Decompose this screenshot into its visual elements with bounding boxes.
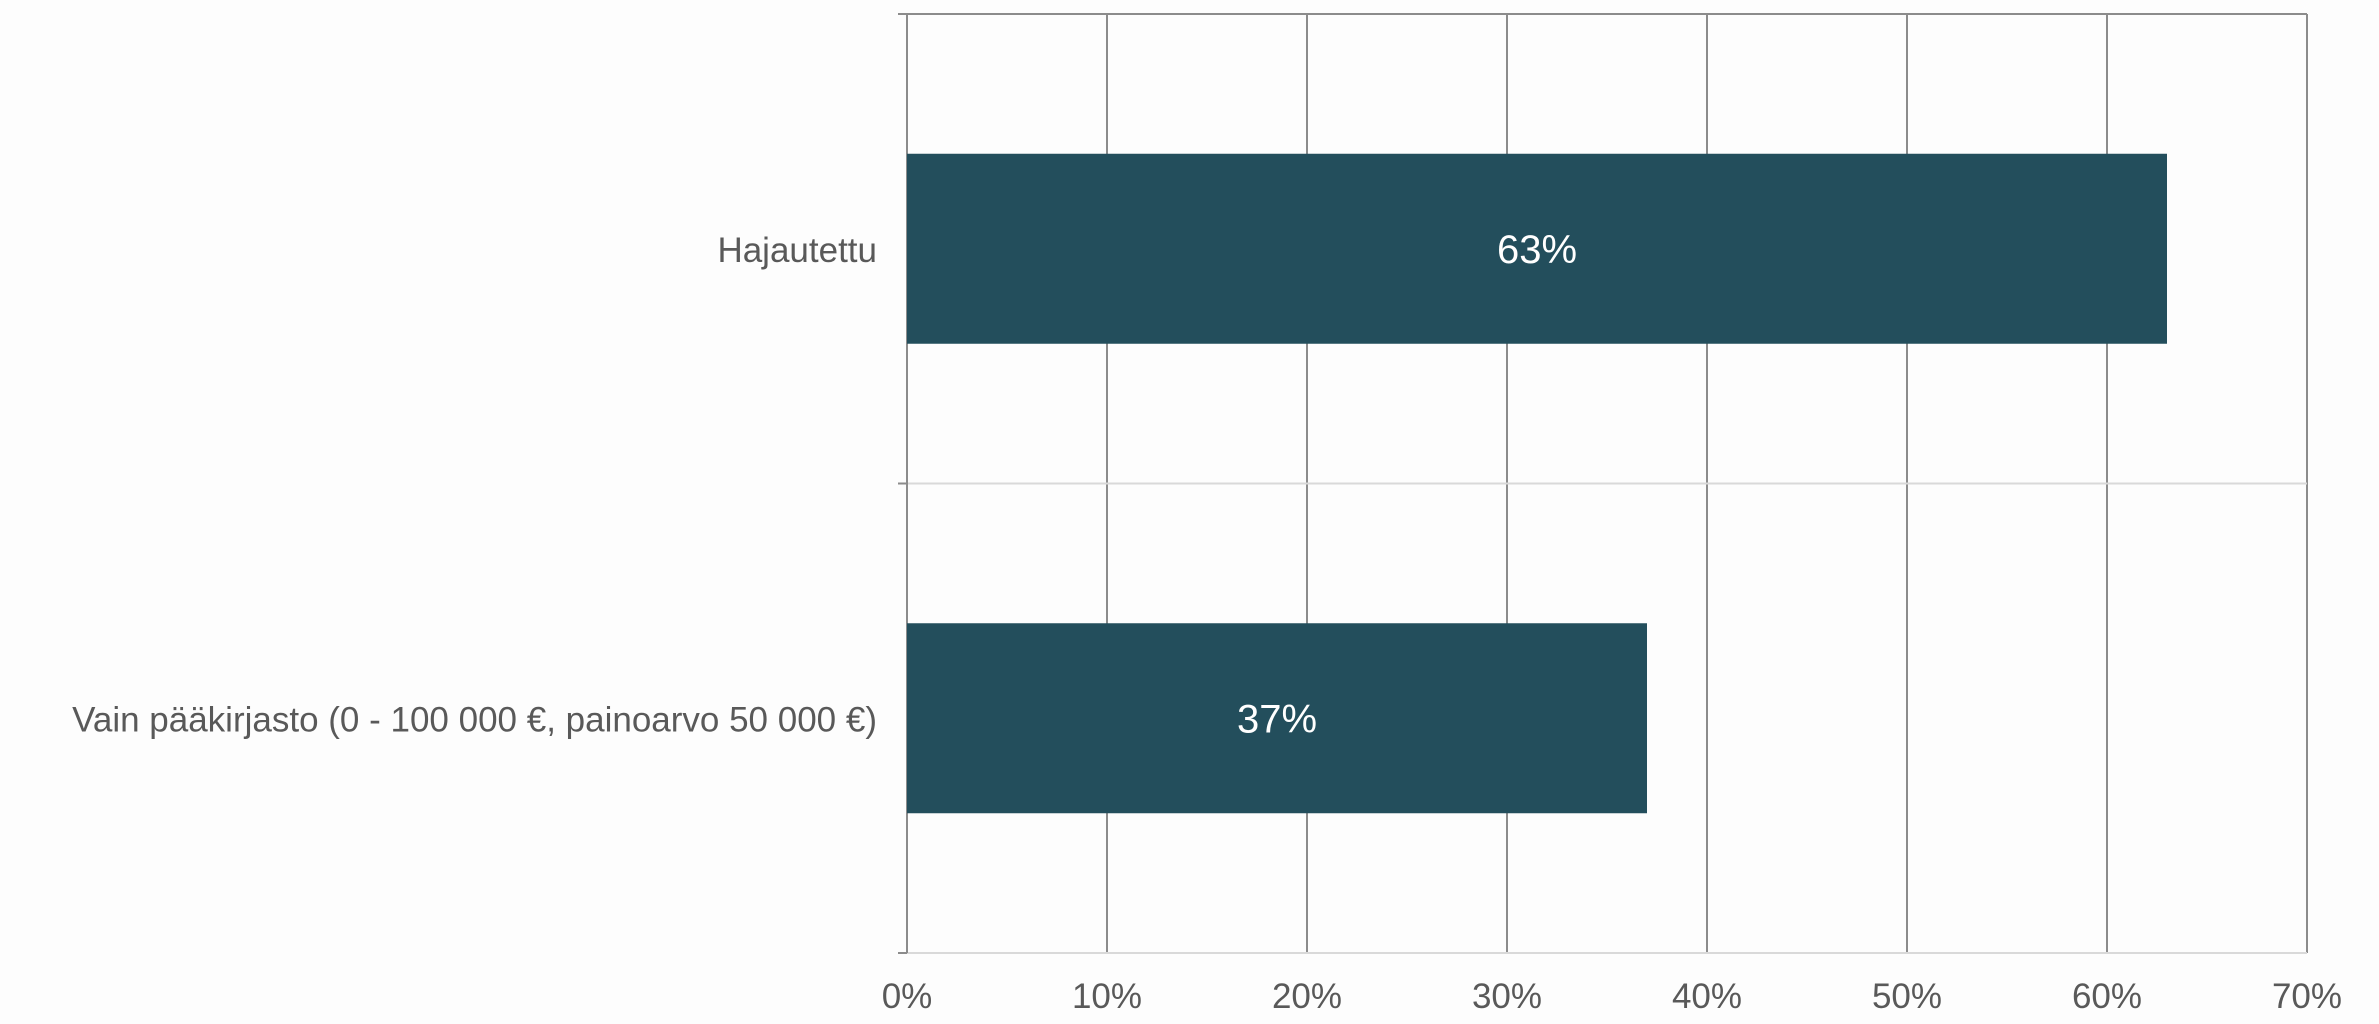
x-tick-label: 70%: [2272, 977, 2342, 1016]
bar-data-label: 63%: [1497, 228, 1577, 272]
bar: [907, 153, 2167, 344]
category-label: Hajautettu: [717, 231, 877, 270]
x-tick-label: 0%: [882, 977, 933, 1016]
x-tick-label: 20%: [1272, 977, 1342, 1016]
x-tick-label: 30%: [1472, 977, 1542, 1016]
x-tick-label: 60%: [2072, 977, 2142, 1016]
x-tick-label: 40%: [1672, 977, 1742, 1016]
x-tick-label: 50%: [1872, 977, 1942, 1016]
bar-layer: [907, 153, 2167, 814]
x-tick-label: 10%: [1072, 977, 1142, 1016]
category-label: Vain pääkirjasto (0 - 100 000 €, painoar…: [72, 700, 877, 739]
bar-data-label: 37%: [1237, 697, 1317, 741]
label-layer: 63% Hajautettu 37% Vain pääkirjasto (0 - 10…: [72, 228, 2342, 1016]
bar: [907, 623, 1647, 814]
